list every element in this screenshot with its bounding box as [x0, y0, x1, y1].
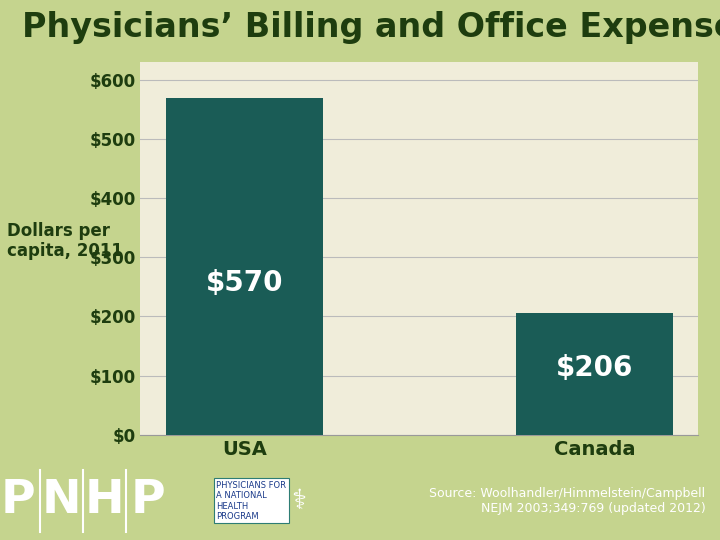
Bar: [516, 313, 673, 435]
Text: Source: Woolhandler/Himmelstein/Campbell
NEJM 2003;349:769 (updated 2012): Source: Woolhandler/Himmelstein/Campbell…: [429, 487, 706, 515]
Text: $570: $570: [206, 269, 283, 297]
Text: H: H: [84, 478, 125, 523]
Text: Dollars per
capita, 2011: Dollars per capita, 2011: [7, 221, 123, 260]
Text: N: N: [41, 478, 81, 523]
Text: P: P: [130, 478, 165, 523]
Text: $206: $206: [556, 354, 633, 382]
Bar: [166, 98, 323, 435]
Text: PHYSICIANS FOR
A NATIONAL
HEALTH
PROGRAM: PHYSICIANS FOR A NATIONAL HEALTH PROGRAM: [216, 481, 286, 521]
Text: Physicians’ Billing and Office Expenses: Physicians’ Billing and Office Expenses: [22, 11, 720, 44]
Text: P: P: [1, 478, 35, 523]
Text: ⚕: ⚕: [292, 487, 306, 515]
